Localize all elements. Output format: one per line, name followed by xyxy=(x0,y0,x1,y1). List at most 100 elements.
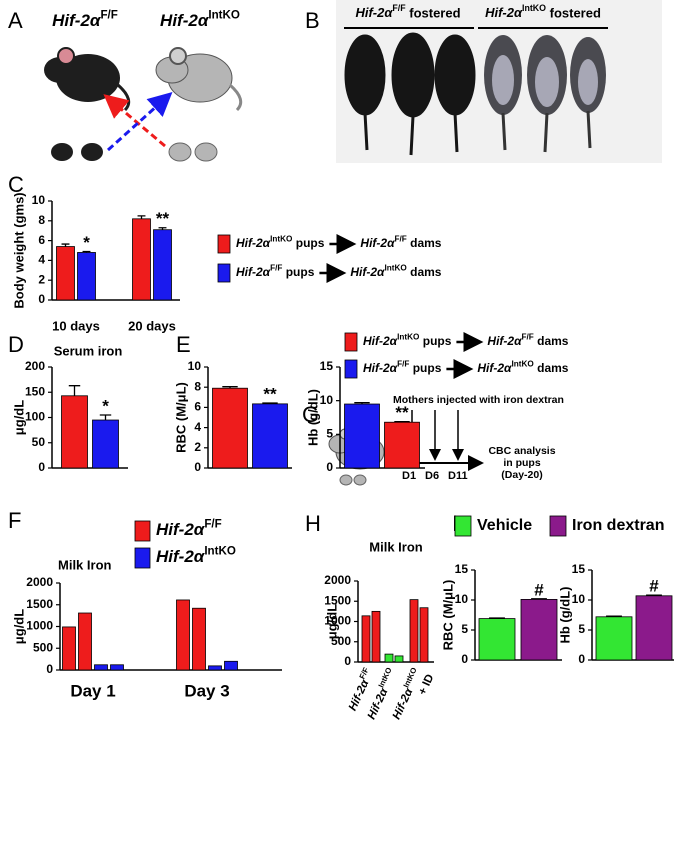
label-superscript: IntKO xyxy=(377,666,394,689)
y-tick-label: 500 xyxy=(33,640,53,654)
label-italic: Hif-2α xyxy=(477,361,512,375)
y-tick-label: 150 xyxy=(25,384,45,398)
y-tick-label: 2 xyxy=(194,440,201,454)
pup xyxy=(168,142,192,162)
panel-b-photo xyxy=(336,0,662,163)
significance-label: * xyxy=(83,233,90,252)
y-axis-label: Body weight (gms) xyxy=(11,192,26,308)
label-superscript: IntKO xyxy=(512,360,535,369)
panel-letter: D xyxy=(8,332,24,357)
bar xyxy=(110,664,124,671)
significance-label: ** xyxy=(395,403,409,422)
bar xyxy=(62,626,76,671)
label-italic: Hif-2α xyxy=(236,265,271,279)
error-bar xyxy=(82,250,91,253)
mice-intko xyxy=(484,35,606,153)
label-text: dams xyxy=(407,236,442,250)
bar xyxy=(92,419,119,469)
label-superscript: F/F xyxy=(397,360,409,369)
label-italic: Hif-2α xyxy=(160,11,210,30)
tails xyxy=(501,110,592,153)
error-bar xyxy=(262,402,278,404)
panel-a-illustration xyxy=(44,47,243,162)
label-text: Hif-2αIntKO xyxy=(236,235,293,251)
error-bar xyxy=(99,414,112,421)
label-superscript: IntKO xyxy=(270,235,293,244)
y-axis-label: RBC (M/μL) xyxy=(440,580,455,651)
y-tick-label: 6 xyxy=(194,400,201,414)
y-tick-label: 5 xyxy=(326,427,333,441)
fur-patch xyxy=(492,55,514,105)
bar xyxy=(132,218,151,301)
label-italic: Hif-2α xyxy=(485,5,523,20)
error-bar xyxy=(61,243,70,247)
mouse-ear xyxy=(57,47,75,65)
label-superscript: F/F xyxy=(204,518,221,531)
legend-swatch xyxy=(134,547,151,569)
label-text: Hif-2αF/F xyxy=(363,360,409,376)
y-tick-label: 5 xyxy=(461,622,468,636)
error-bar xyxy=(354,402,370,405)
label-text: Iron dextran xyxy=(572,517,664,534)
foster-arrow xyxy=(106,91,173,152)
label-superscript: F/F xyxy=(358,666,371,681)
chart-title: Serum iron xyxy=(54,343,123,358)
fur-patch xyxy=(535,57,559,107)
label-italic: Hif-2α xyxy=(236,236,271,250)
y-tick-label: 0 xyxy=(46,662,53,676)
bar xyxy=(61,395,88,469)
mouse xyxy=(434,34,476,116)
legend-swatch xyxy=(454,515,472,537)
label-superscript: F/F xyxy=(392,3,406,13)
label-text: pups xyxy=(409,361,441,375)
label-text: Hif-2αF/F xyxy=(236,264,282,280)
label-text: Hif-2αIntKO xyxy=(485,3,546,20)
label-italic: Hif-2α xyxy=(360,236,395,250)
label-italic: Hif-2α xyxy=(366,686,391,721)
label-text: Hif-2αF/F xyxy=(156,518,222,540)
label-text: Hif-2αF/F xyxy=(355,3,406,20)
x-tick-label: 20 days xyxy=(128,318,176,333)
y-tick-label: 15 xyxy=(320,359,334,373)
legend-swatch xyxy=(217,263,231,283)
y-axis-label: μg/dL xyxy=(11,400,26,435)
label-italic: Hif-2α xyxy=(355,5,393,20)
y-tick-label: 1500 xyxy=(324,593,351,607)
label-text: + ID xyxy=(417,672,437,696)
bar xyxy=(409,599,419,663)
bar xyxy=(208,665,222,671)
y-tick-label: 10 xyxy=(572,592,586,606)
error-bar xyxy=(158,227,167,230)
bar xyxy=(361,615,371,663)
label-italic: Hif-2α xyxy=(347,677,372,712)
label-text: dams xyxy=(407,265,442,279)
y-tick-label: 4 xyxy=(38,253,45,267)
panel-letter: F xyxy=(8,508,21,533)
label-text: Hif-2αIntKO xyxy=(363,333,420,349)
bar xyxy=(635,595,673,661)
error-bar xyxy=(68,385,81,396)
y-tick-label: 50 xyxy=(32,435,46,449)
y-tick-label: 0 xyxy=(326,460,333,474)
y-tick-label: 10 xyxy=(455,592,469,606)
error-bar xyxy=(137,215,146,219)
bar xyxy=(419,607,429,663)
label-italic: Hif-2α xyxy=(487,334,522,348)
bar xyxy=(344,403,380,469)
y-tick-label: 1000 xyxy=(26,619,53,633)
label-superscript: F/F xyxy=(395,235,407,244)
y-tick-label: 10 xyxy=(188,359,202,373)
bar xyxy=(192,607,206,671)
x-tick-label: 10 days xyxy=(52,318,100,333)
label-superscript: IntKO xyxy=(385,264,408,273)
y-tick-label: 200 xyxy=(25,359,45,373)
legend-swatch xyxy=(344,332,358,352)
bar xyxy=(520,599,558,661)
category-label: + ID xyxy=(417,672,437,696)
x-tick-label: Day 1 xyxy=(70,681,115,700)
y-tick-label: 1500 xyxy=(26,597,53,611)
panel-letter: B xyxy=(305,8,320,33)
bar xyxy=(77,252,96,301)
